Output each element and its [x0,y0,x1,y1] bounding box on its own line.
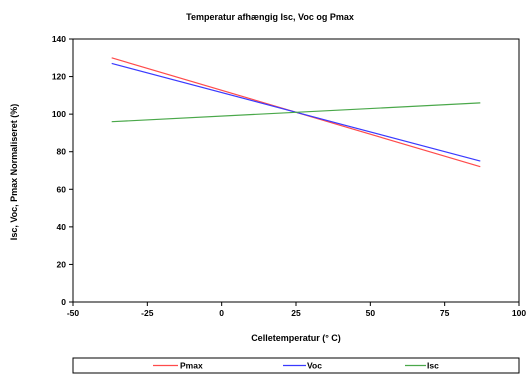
y-tick-label: 60 [57,184,67,194]
y-tick-label: 20 [57,259,67,269]
x-tick-label: 100 [512,308,526,318]
legend-label-isc: Isc [427,361,439,371]
legend: Pmax Voc Isc [72,357,520,374]
legend-label-voc: Voc [307,361,322,371]
y-tick-label: 120 [52,72,66,82]
y-tick-label: 80 [57,147,67,157]
series-line-isc [111,102,481,123]
x-tick-label: 0 [219,308,224,318]
legend-label-pmax: Pmax [180,361,203,371]
y-tick-label: 100 [52,109,66,119]
y-tick-label: 40 [57,222,67,232]
y-tick-label: 0 [61,297,66,307]
x-axis-label: Celletemperatur (° C) [251,333,341,343]
x-tick-label: -50 [67,308,80,318]
x-tick-label: 75 [440,308,450,318]
plot-area: 0 20 40 60 80 100 120 140 -50 -25 0 25 50 75 100 [52,34,527,318]
x-tick-label: 50 [366,308,376,318]
x-tick-label: 25 [291,308,301,318]
y-axis-label: Isc, Voc, Pmax Normaliseret (%) [9,104,19,240]
y-tick-label: 140 [52,34,66,44]
chart-title: Temperatur afhængig Isc, Voc og Pmax [186,12,354,22]
x-tick-label: -25 [141,308,154,318]
plot-frame [72,38,520,303]
